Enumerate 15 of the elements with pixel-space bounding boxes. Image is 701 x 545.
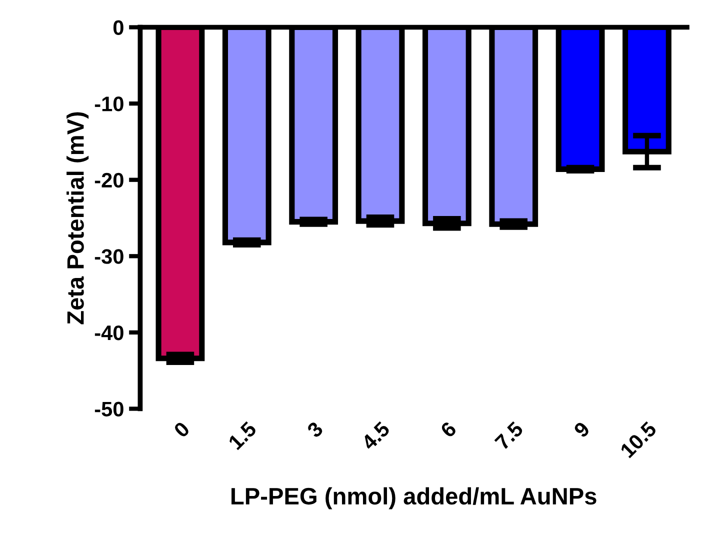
y-tick-label: -50 bbox=[94, 402, 124, 417]
x-tick-label: 1.5 bbox=[228, 420, 258, 450]
y-tick-label: -10 bbox=[94, 96, 124, 112]
y-tick-label: -30 bbox=[94, 249, 124, 264]
y-tick-label: -40 bbox=[94, 325, 124, 340]
x-tick-label: 4.5 bbox=[360, 420, 391, 451]
x-tick-label: 9 bbox=[573, 420, 591, 438]
x-tick-label: 6 bbox=[440, 420, 458, 438]
x-tick-label: 3 bbox=[306, 420, 324, 439]
x-tick-label: 7.5 bbox=[494, 420, 524, 451]
y-tick-label: 0 bbox=[113, 20, 124, 36]
x-tick-label: 0 bbox=[172, 420, 190, 438]
y-axis-title: Zeta Potential (mV) bbox=[66, 112, 89, 324]
x-axis-title: LP-PEG (nmol) added/mL AuNPs bbox=[232, 487, 596, 510]
y-tick-label: -20 bbox=[94, 172, 124, 188]
